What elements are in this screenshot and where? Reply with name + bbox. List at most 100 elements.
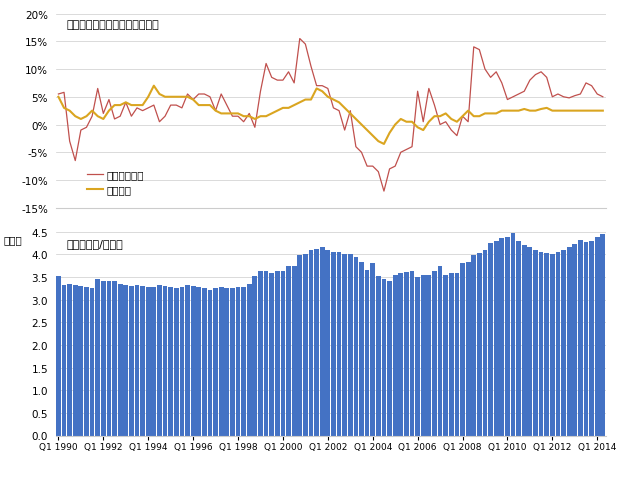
- Bar: [208, 290, 213, 436]
- Bar: [253, 276, 257, 436]
- Bar: [202, 288, 207, 436]
- Bar: [342, 255, 347, 436]
- Bar: [387, 281, 392, 436]
- Bar: [404, 273, 408, 436]
- Bar: [510, 233, 515, 436]
- Bar: [197, 287, 201, 436]
- 新築住宅価格: [408, 145, 416, 151]
- Bar: [337, 253, 341, 436]
- Bar: [449, 274, 454, 436]
- Bar: [331, 253, 336, 436]
- Bar: [353, 257, 358, 436]
- 家計収入: [380, 142, 387, 148]
- Bar: [62, 286, 66, 436]
- 新築住宅価格: [363, 164, 371, 170]
- Bar: [292, 266, 297, 436]
- Bar: [264, 272, 268, 436]
- Bar: [567, 248, 572, 436]
- Bar: [157, 286, 162, 436]
- Bar: [230, 288, 235, 436]
- Bar: [95, 280, 100, 436]
- 家計収入: [99, 117, 107, 122]
- Bar: [438, 266, 442, 436]
- Bar: [539, 253, 543, 436]
- 家計収入: [599, 108, 606, 114]
- Bar: [224, 288, 229, 436]
- Bar: [583, 242, 588, 436]
- Bar: [320, 248, 324, 436]
- Bar: [213, 288, 218, 436]
- Bar: [589, 241, 594, 436]
- 新築住宅価格: [481, 67, 489, 73]
- Bar: [421, 275, 426, 436]
- 新築住宅価格: [99, 111, 107, 117]
- Bar: [163, 287, 167, 436]
- Bar: [112, 282, 117, 436]
- Bar: [426, 275, 431, 436]
- Text: ［住宅価格と家計収入増減率］: ［住宅価格と家計収入増減率］: [67, 20, 159, 30]
- Bar: [286, 266, 291, 436]
- 家計収入: [88, 108, 96, 114]
- Line: 家計収入: 家計収入: [59, 87, 603, 145]
- Text: ［住宅価格/年収］: ［住宅価格/年収］: [67, 238, 124, 248]
- 家計収入: [408, 120, 416, 125]
- Bar: [56, 276, 61, 436]
- Bar: [561, 250, 566, 436]
- Bar: [376, 276, 381, 436]
- Bar: [601, 234, 605, 436]
- Bar: [247, 284, 252, 436]
- Bar: [578, 240, 583, 436]
- Bar: [348, 255, 353, 436]
- Bar: [308, 250, 313, 436]
- Bar: [84, 287, 89, 436]
- Bar: [235, 287, 240, 436]
- 新築住宅価格: [88, 114, 96, 120]
- 家計収入: [481, 111, 489, 117]
- Bar: [488, 243, 493, 436]
- Bar: [494, 241, 499, 436]
- Bar: [73, 286, 78, 436]
- Bar: [106, 281, 111, 436]
- Bar: [544, 254, 549, 436]
- Bar: [399, 274, 403, 436]
- 家計収入: [363, 128, 371, 134]
- Bar: [528, 248, 532, 436]
- 新築住宅価格: [318, 84, 326, 90]
- Bar: [505, 238, 510, 436]
- Bar: [135, 286, 140, 436]
- Bar: [370, 264, 375, 436]
- 新築住宅価格: [55, 92, 62, 98]
- Bar: [124, 286, 128, 436]
- Bar: [101, 281, 106, 436]
- 新築住宅価格: [296, 36, 303, 42]
- Bar: [67, 284, 72, 436]
- Bar: [443, 275, 448, 436]
- Bar: [556, 253, 561, 436]
- Bar: [533, 250, 538, 436]
- Bar: [219, 287, 224, 436]
- Bar: [477, 254, 482, 436]
- Legend: 新築住宅価格, 家計収入: 新築住宅価格, 家計収入: [83, 166, 148, 199]
- Bar: [174, 288, 179, 436]
- 新築住宅価格: [380, 189, 387, 195]
- Bar: [78, 287, 83, 436]
- Bar: [572, 245, 577, 436]
- Bar: [168, 287, 173, 436]
- Text: （倍）: （倍）: [3, 235, 22, 245]
- Bar: [415, 277, 420, 436]
- Bar: [281, 272, 286, 436]
- Bar: [472, 256, 476, 436]
- Bar: [140, 287, 145, 436]
- Bar: [522, 246, 527, 436]
- Bar: [499, 239, 504, 436]
- Line: 新築住宅価格: 新築住宅価格: [59, 39, 603, 192]
- Bar: [314, 249, 319, 436]
- Bar: [410, 272, 415, 436]
- Bar: [258, 272, 263, 436]
- Bar: [118, 284, 122, 436]
- Bar: [393, 275, 397, 436]
- Bar: [550, 255, 555, 436]
- Bar: [359, 263, 364, 436]
- Bar: [275, 272, 280, 436]
- Bar: [466, 263, 470, 436]
